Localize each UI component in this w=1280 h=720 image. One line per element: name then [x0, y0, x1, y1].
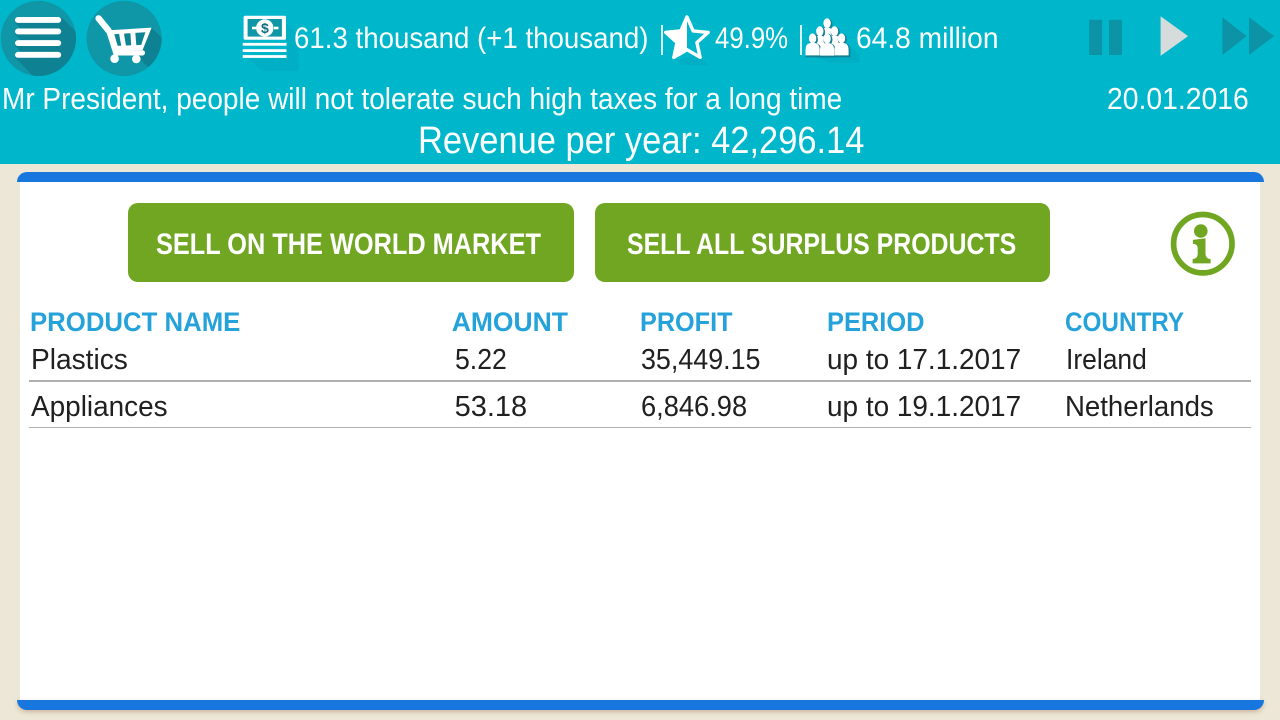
svg-text:$: $ — [261, 20, 269, 36]
